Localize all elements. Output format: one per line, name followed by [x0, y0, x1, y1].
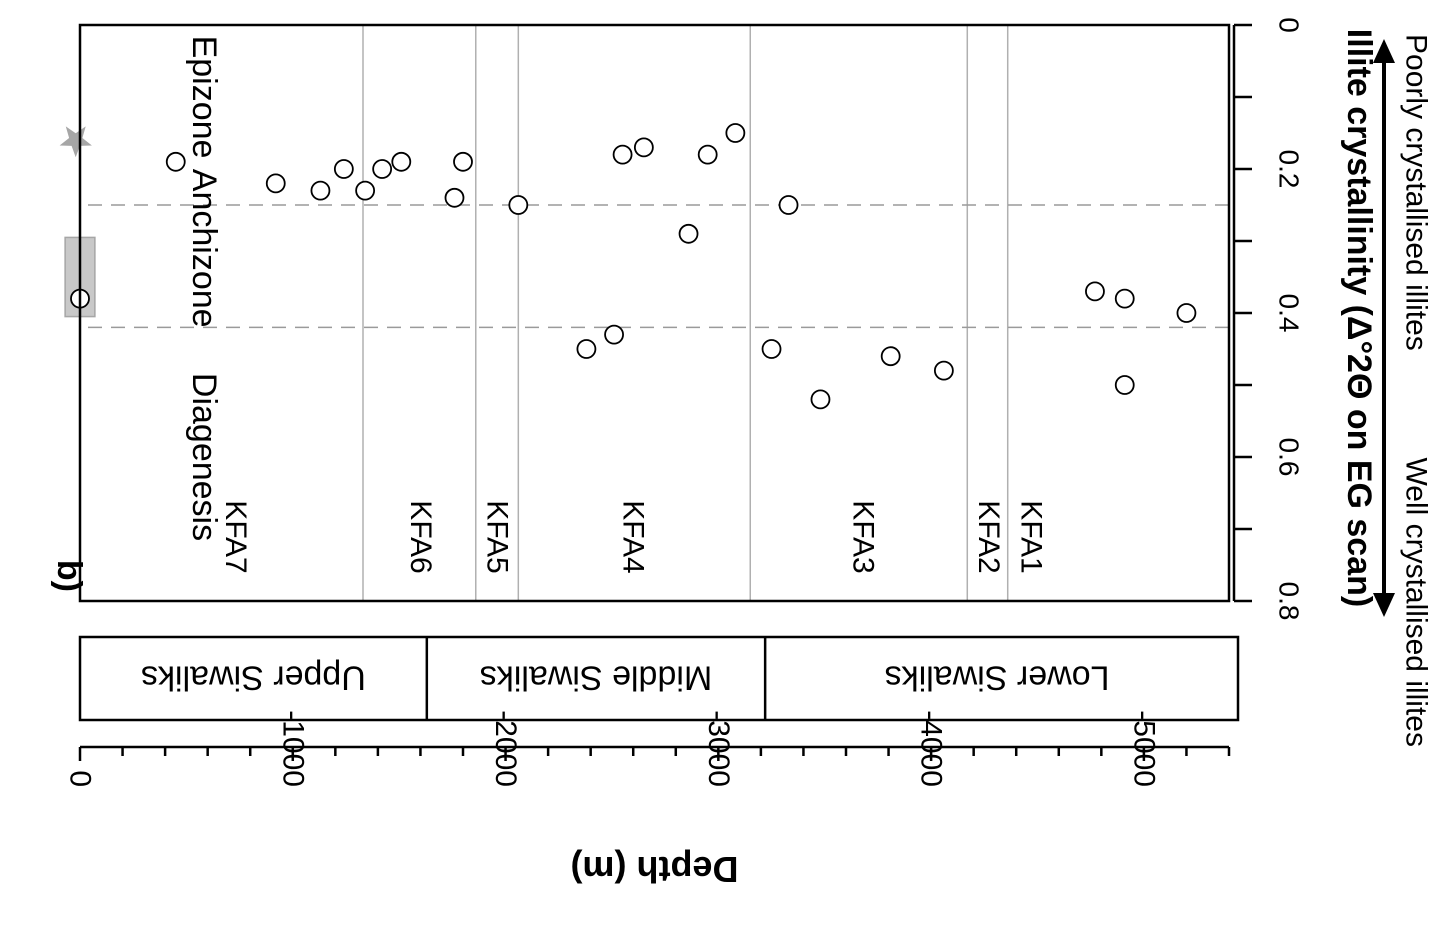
- data-point: [391, 151, 412, 172]
- data-point: [1114, 375, 1135, 395]
- x-tick-label: 0: [64, 770, 97, 787]
- y-tick-label: 0: [1274, 17, 1305, 33]
- data-point: [612, 144, 633, 165]
- highlight-box-layer: [59, 126, 96, 318]
- y-tick-label: 0.4: [1274, 294, 1305, 333]
- y-tick-label: 0.6: [1274, 438, 1305, 477]
- facies-labels: KFA7 KFA6 KFA5 KFA4 KFA3 KFA2 KFA1: [219, 500, 1048, 573]
- formation-label: Upper Siwaliks: [141, 659, 366, 697]
- x-tick-label: -3000: [702, 710, 735, 787]
- stratigraphy-bar: Upper Siwaliks Middle Siwaliks Lower Siwal…: [78, 635, 1240, 722]
- facies-boundary-lines: [362, 25, 1009, 601]
- data-point: [604, 324, 624, 345]
- low-end-label: Well crystallised illites: [1400, 457, 1433, 747]
- formation-label: Lower Siwaliks: [885, 659, 1110, 697]
- facies-label: KFA2: [972, 500, 1005, 573]
- data-point: [165, 151, 186, 172]
- data-point: [933, 360, 954, 381]
- y-tick-label: 0.8: [1274, 582, 1305, 621]
- data-point: [508, 195, 529, 215]
- y-axis-title-group: Illite crystallinity (Δ°2Θ on EG scan) We…: [1340, 29, 1433, 747]
- facies-label: KFA4: [617, 500, 650, 573]
- panel-label: b): [50, 560, 88, 592]
- data-point: [810, 389, 831, 410]
- data-point: [453, 151, 473, 172]
- data-point: [444, 187, 465, 208]
- data-point: [778, 195, 799, 215]
- data-point: [265, 173, 286, 194]
- zone-label: Anchizone: [185, 169, 223, 328]
- x-tick-label: -4000: [915, 710, 948, 787]
- data-point: [633, 137, 654, 158]
- formation-label: Middle Siwaliks: [480, 659, 712, 697]
- data-point: [678, 223, 699, 244]
- data-point: [761, 339, 782, 359]
- high-end-label: Poorly crystallised illites: [1400, 34, 1433, 351]
- data-point: [333, 159, 354, 179]
- data-point: [1085, 281, 1105, 302]
- zone-label: Diagenesis: [185, 373, 223, 541]
- data-point: [355, 180, 376, 201]
- y-arrow-head-high: [1373, 39, 1395, 63]
- data-point: [372, 159, 393, 179]
- stratigraphy-frame: [78, 635, 1240, 722]
- facies-label: KFA3: [847, 500, 880, 573]
- x-axis-title: Depth (m): [571, 849, 739, 890]
- facies-label: KFA5: [481, 500, 514, 573]
- facies-label: KFA6: [404, 500, 437, 573]
- data-point: [1114, 288, 1135, 309]
- data-point: [576, 339, 597, 359]
- crystallinity-axis: 0 0.2 0.4 0.6 0.8: [1232, 17, 1305, 621]
- x-tick-label: -5000: [1127, 710, 1160, 787]
- x-tick-label: -2000: [489, 710, 522, 787]
- zone-labels: Epizone Anchizone Diagenesis: [185, 36, 223, 542]
- zone-label: Epizone: [185, 36, 223, 159]
- y-arrow-head-low: [1373, 593, 1395, 617]
- depth-axis: 0 -1000 -2000 -3000 -4000 -5000: [64, 710, 1231, 787]
- zone-limit-lines: [80, 204, 1229, 329]
- plot-frame: [78, 23, 1231, 603]
- data-points: [70, 123, 1197, 410]
- data-point: [1176, 303, 1197, 323]
- data-point: [725, 123, 746, 143]
- y-axis-title: Illite crystallinity (Δ°2Θ on EG scan): [1340, 29, 1378, 607]
- facies-label: KFA7: [219, 500, 252, 573]
- star-marker: [59, 126, 92, 158]
- x-tick-label: -1000: [276, 710, 309, 787]
- y-tick-label: 0.2: [1274, 150, 1305, 189]
- data-point: [310, 180, 331, 201]
- data-point: [880, 346, 901, 367]
- facies-label: KFA1: [1015, 500, 1048, 573]
- data-point: [697, 144, 718, 165]
